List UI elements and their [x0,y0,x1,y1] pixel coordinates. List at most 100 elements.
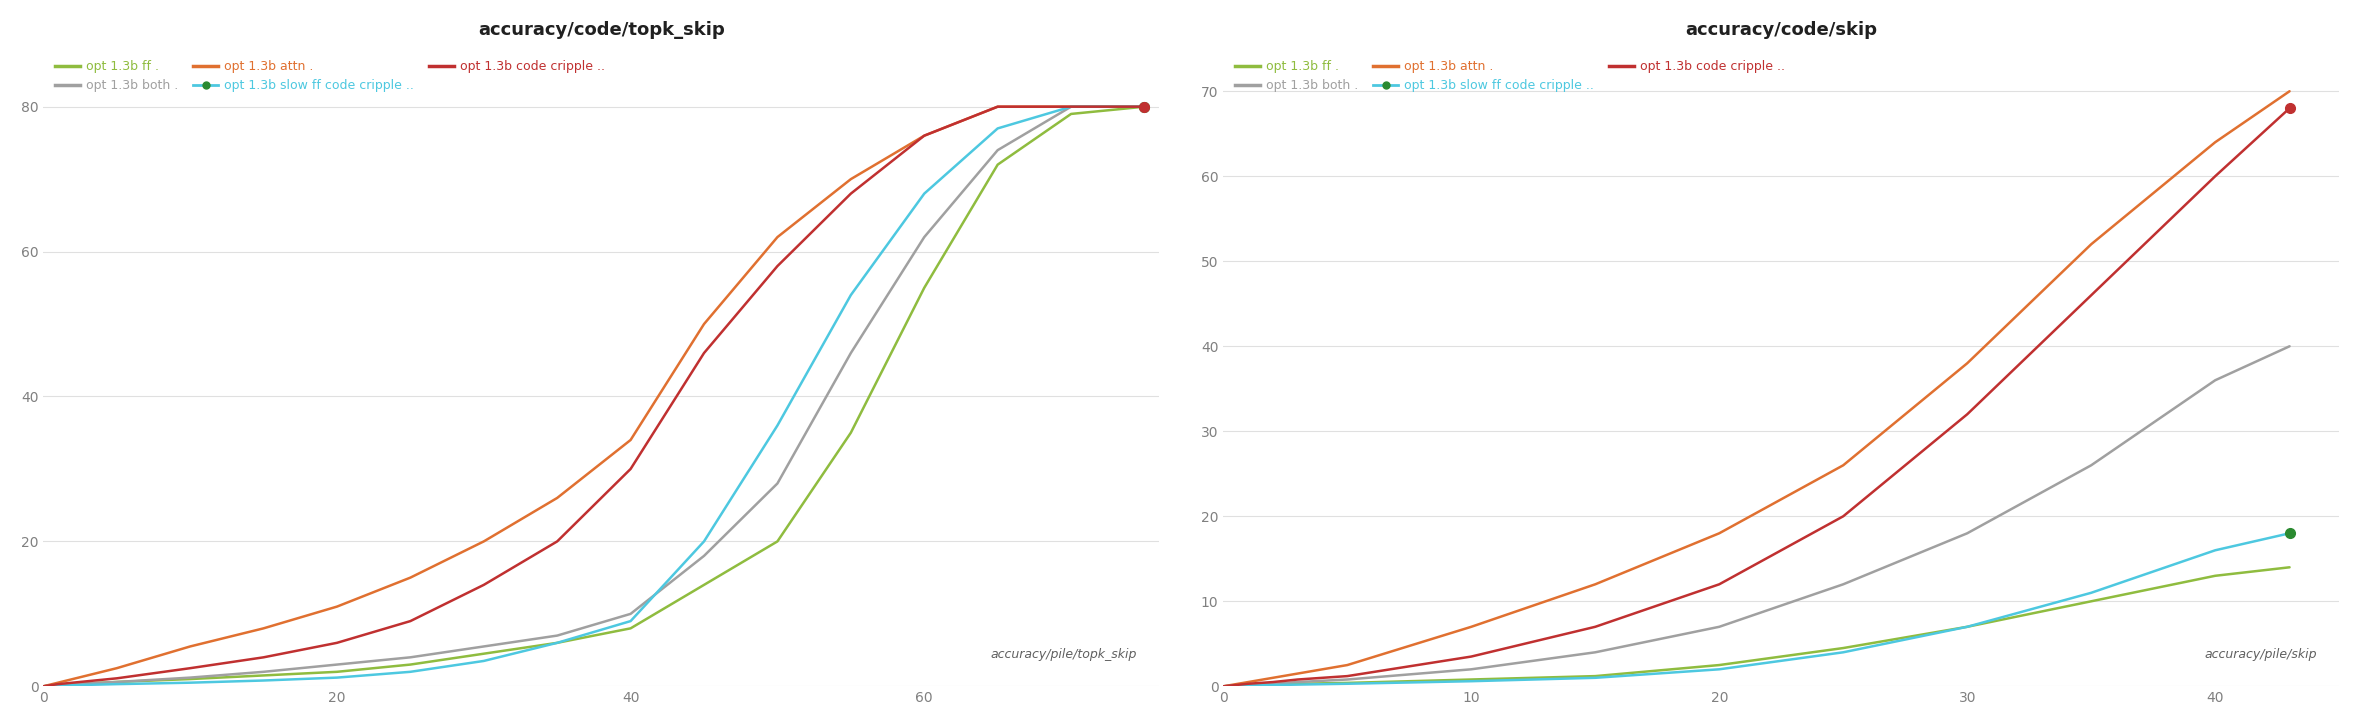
opt 1.3b both . [2275,342,2303,351]
opt 1.3b slow ff code cripple .. [689,537,717,546]
opt 1.3b both . [1581,648,1610,656]
opt 1.3b attn . [59,674,87,683]
opt 1.3b code cripple .. [323,638,352,647]
opt 1.3b code cripple .. [28,682,57,690]
opt 1.3b code cripple .. [911,131,939,140]
opt 1.3b ff . [45,680,73,689]
opt 1.3b attn . [1704,529,1732,538]
opt 1.3b slow ff code cripple .. [1258,681,1286,690]
opt 1.3b both . [177,673,205,682]
opt 1.3b slow ff code cripple .. [616,617,644,626]
opt 1.3b attn . [1057,102,1086,111]
opt 1.3b slow ff code cripple .. [470,656,498,665]
opt 1.3b both . [28,682,57,690]
opt 1.3b attn . [1829,461,1857,470]
opt 1.3b code cripple .. [2275,104,2303,113]
opt 1.3b attn . [1208,682,1237,690]
opt 1.3b attn . [1130,102,1159,111]
opt 1.3b ff . [838,428,866,437]
opt 1.3b code cripple .. [1581,622,1610,631]
opt 1.3b code cripple .. [1284,675,1312,684]
opt 1.3b code cripple .. [73,677,101,685]
opt 1.3b ff . [177,674,205,683]
opt 1.3b slow ff code cripple .. [28,682,57,690]
opt 1.3b code cripple .. [1954,410,1982,419]
opt 1.3b attn . [470,537,498,546]
Title: accuracy/code/skip: accuracy/code/skip [1685,21,1876,38]
opt 1.3b both . [1333,675,1362,684]
opt 1.3b ff . [1704,661,1732,669]
opt 1.3b slow ff code cripple .. [762,421,791,430]
Line: opt 1.3b code cripple ..: opt 1.3b code cripple .. [1222,108,2289,686]
opt 1.3b attn . [28,682,57,690]
opt 1.3b attn . [838,175,866,184]
opt 1.3b slow ff code cripple .. [250,676,278,685]
opt 1.3b slow ff code cripple .. [1284,680,1312,689]
opt 1.3b ff . [1130,102,1159,111]
opt 1.3b slow ff code cripple .. [1333,680,1362,688]
opt 1.3b attn . [250,624,278,632]
opt 1.3b both . [1130,102,1159,111]
opt 1.3b attn . [1284,669,1312,678]
opt 1.3b ff . [616,624,644,632]
opt 1.3b attn . [2275,87,2303,96]
opt 1.3b code cripple .. [616,465,644,473]
opt 1.3b attn . [984,102,1012,111]
opt 1.3b code cripple .. [396,617,425,626]
opt 1.3b attn . [45,678,73,687]
opt 1.3b code cripple .. [250,653,278,661]
opt 1.3b attn . [689,319,717,328]
opt 1.3b both . [1954,529,1982,538]
opt 1.3b both . [250,667,278,676]
opt 1.3b slow ff code cripple .. [2077,589,2105,597]
opt 1.3b slow ff code cripple .. [177,678,205,687]
Line: opt 1.3b slow ff code cripple ..: opt 1.3b slow ff code cripple .. [1222,534,2289,686]
opt 1.3b ff . [762,537,791,546]
Legend: opt 1.3b ff ., opt 1.3b both ., opt 1.3b attn ., opt 1.3b slow ff code cripple .: opt 1.3b ff ., opt 1.3b both ., opt 1.3b… [1230,55,1791,97]
opt 1.3b attn . [2077,240,2105,248]
Line: opt 1.3b both .: opt 1.3b both . [42,107,1145,686]
opt 1.3b attn . [87,667,116,676]
opt 1.3b slow ff code cripple .. [45,681,73,690]
opt 1.3b both . [1704,622,1732,631]
opt 1.3b attn . [1456,622,1484,631]
opt 1.3b slow ff code cripple .. [1829,648,1857,656]
opt 1.3b attn . [177,642,205,650]
opt 1.3b both . [45,680,73,689]
opt 1.3b ff . [396,660,425,669]
opt 1.3b both . [323,660,352,669]
opt 1.3b attn . [101,664,130,672]
opt 1.3b code cripple .. [177,664,205,672]
opt 1.3b slow ff code cripple .. [1581,674,1610,682]
opt 1.3b both . [616,610,644,619]
Line: opt 1.3b both .: opt 1.3b both . [1222,346,2289,686]
opt 1.3b both . [87,678,116,687]
opt 1.3b ff . [1208,682,1237,690]
opt 1.3b code cripple .. [59,678,87,687]
opt 1.3b slow ff code cripple .. [1208,682,1237,690]
opt 1.3b code cripple .. [1456,652,1484,661]
opt 1.3b slow ff code cripple .. [911,189,939,198]
opt 1.3b code cripple .. [689,348,717,357]
opt 1.3b both . [73,679,101,688]
opt 1.3b code cripple .. [762,262,791,271]
opt 1.3b code cripple .. [838,189,866,198]
opt 1.3b both . [1258,680,1286,688]
opt 1.3b slow ff code cripple .. [323,673,352,682]
opt 1.3b attn . [1333,661,1362,669]
opt 1.3b code cripple .. [1057,102,1086,111]
opt 1.3b attn . [2202,138,2230,147]
opt 1.3b both . [396,653,425,661]
opt 1.3b both . [101,677,130,686]
opt 1.3b slow ff code cripple .. [1234,681,1263,690]
opt 1.3b code cripple .. [470,581,498,590]
opt 1.3b code cripple .. [1258,677,1286,686]
opt 1.3b both . [543,631,571,640]
opt 1.3b ff . [101,677,130,686]
opt 1.3b code cripple .. [87,675,116,684]
opt 1.3b code cripple .. [1333,672,1362,680]
opt 1.3b slow ff code cripple .. [984,124,1012,133]
opt 1.3b slow ff code cripple .. [73,680,101,689]
opt 1.3b both . [59,680,87,688]
opt 1.3b ff . [984,160,1012,169]
